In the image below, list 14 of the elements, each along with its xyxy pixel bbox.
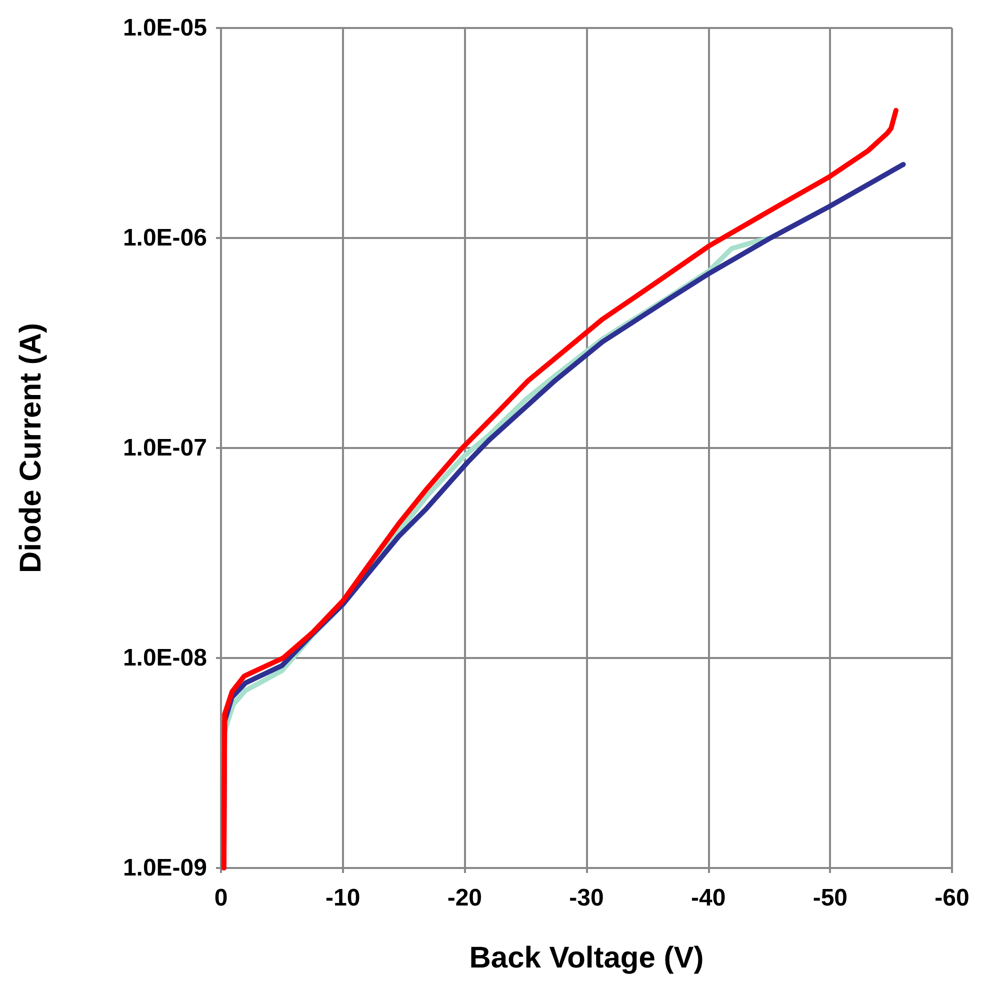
x-axis-title: Back Voltage (V)	[469, 942, 704, 974]
y-tick-label: 1.0E-06	[122, 224, 207, 252]
x-tick-label: 0	[214, 884, 228, 912]
y-tick-label: 1.0E-05	[122, 14, 207, 42]
x-tick-label: -50	[812, 884, 848, 912]
x-tick-label: -10	[325, 884, 360, 912]
y-axis-title: Diode Current (A)	[14, 323, 48, 573]
y-tick-label: 1.0E-07	[122, 434, 207, 462]
y-tick-label: 1.0E-09	[122, 854, 207, 882]
x-tick-label: -20	[447, 884, 482, 912]
x-tick-label: -60	[934, 884, 970, 912]
x-tick-label: -40	[690, 884, 726, 912]
x-tick-label: -30	[569, 884, 604, 912]
y-tick-label: 1.0E-08	[122, 644, 207, 672]
